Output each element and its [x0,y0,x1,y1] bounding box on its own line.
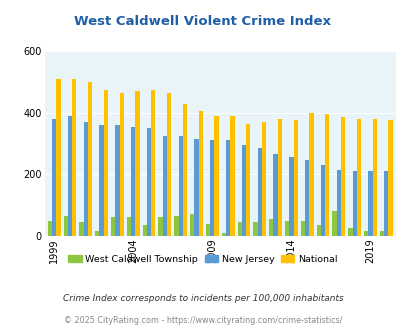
Bar [104,90,108,236]
Bar [79,222,83,236]
Bar [135,91,139,236]
Legend: West Caldwell Township, New Jersey, National: West Caldwell Township, New Jersey, Nati… [64,251,341,268]
Bar [119,93,124,236]
Bar [305,160,309,236]
Bar [237,222,241,236]
Bar [115,125,119,236]
Bar [277,119,281,236]
Bar [269,219,273,236]
Bar [226,141,230,236]
Bar [194,139,198,236]
Bar [158,217,162,236]
Bar [253,222,257,236]
Bar [64,216,68,236]
Bar [352,171,356,236]
Bar [388,120,392,236]
Bar [293,120,297,236]
Bar [289,157,293,236]
Bar [241,145,245,236]
Bar [52,119,56,236]
Bar [320,165,324,236]
Bar [261,122,266,236]
Bar [284,220,289,236]
Bar [309,113,313,236]
Bar [383,171,388,236]
Bar [190,214,194,236]
Bar [221,233,226,236]
Bar [379,231,383,236]
Bar [347,228,352,236]
Bar [316,225,320,236]
Bar [88,82,92,236]
Bar [245,123,250,236]
Text: Crime Index corresponds to incidents per 100,000 inhabitants: Crime Index corresponds to incidents per… [62,294,343,303]
Bar [205,224,210,236]
Bar [356,119,360,236]
Bar [174,216,178,236]
Bar [111,217,115,236]
Text: © 2025 CityRating.com - https://www.cityrating.com/crime-statistics/: © 2025 CityRating.com - https://www.city… [64,316,341,325]
Bar [257,148,261,236]
Bar [210,141,214,236]
Bar [214,116,218,236]
Bar [162,136,166,236]
Bar [372,119,376,236]
Bar [340,117,345,236]
Bar [182,104,187,236]
Bar [363,231,367,236]
Bar [72,79,76,236]
Bar [332,211,336,236]
Bar [166,93,171,236]
Bar [300,220,305,236]
Bar [336,170,340,236]
Bar [48,220,52,236]
Bar [147,128,151,236]
Bar [131,127,135,236]
Bar [230,116,234,236]
Bar [56,79,60,236]
Bar [99,125,104,236]
Bar [83,122,88,236]
Bar [367,171,372,236]
Text: West Caldwell Violent Crime Index: West Caldwell Violent Crime Index [74,15,331,28]
Bar [151,90,155,236]
Bar [126,217,131,236]
Bar [324,114,329,236]
Bar [68,116,72,236]
Bar [95,231,99,236]
Bar [142,225,147,236]
Bar [273,154,277,236]
Bar [178,136,182,236]
Bar [198,111,202,236]
